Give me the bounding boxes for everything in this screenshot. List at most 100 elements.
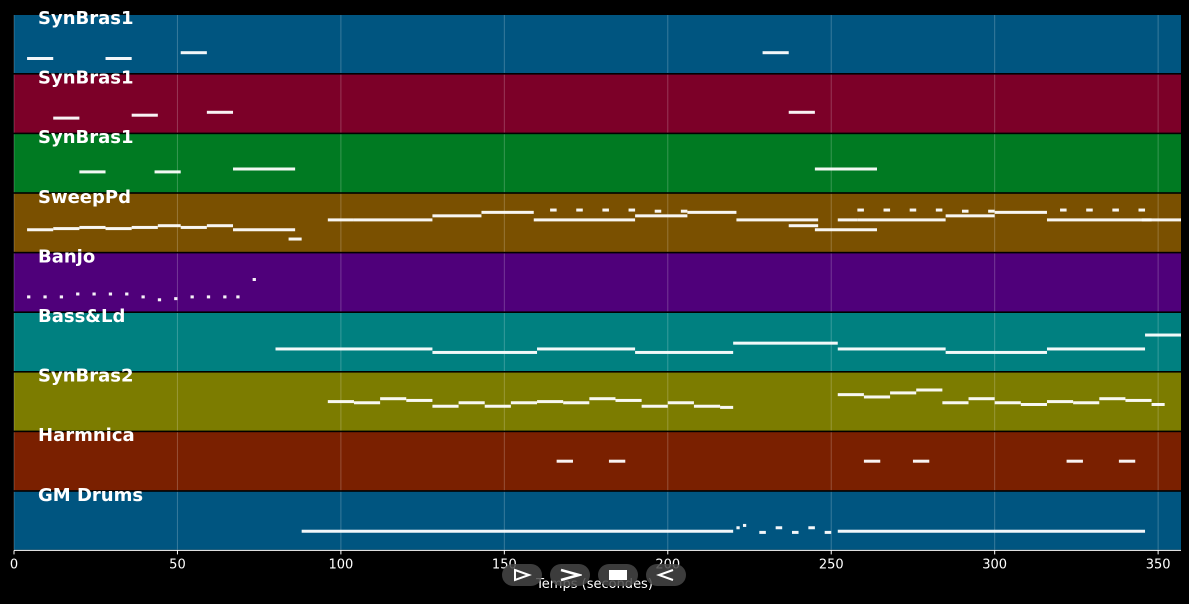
play-reverse-icon (656, 569, 674, 581)
note (1118, 459, 1136, 463)
note (105, 57, 132, 60)
note (79, 225, 106, 229)
note (916, 388, 943, 392)
note (288, 237, 302, 241)
note (788, 224, 819, 228)
note (942, 401, 969, 405)
note (641, 404, 668, 408)
note (909, 208, 917, 212)
note (814, 228, 877, 232)
note (1046, 400, 1074, 404)
note (792, 530, 799, 534)
note (602, 208, 609, 212)
track-label: SweepPd (38, 187, 131, 208)
note (223, 295, 227, 299)
note (890, 391, 917, 395)
track-lane (14, 134, 1181, 193)
note (994, 401, 1021, 405)
note (628, 208, 636, 212)
note (968, 397, 995, 401)
note (988, 209, 995, 213)
note (654, 209, 662, 213)
note (837, 393, 864, 397)
note (550, 208, 557, 212)
note (961, 209, 969, 213)
note (174, 297, 178, 301)
note (206, 295, 211, 299)
note (1073, 401, 1100, 405)
note (615, 398, 642, 402)
note (1112, 208, 1119, 212)
fast-forward-button[interactable] (550, 564, 590, 586)
note (406, 398, 433, 402)
note (76, 292, 80, 296)
note (693, 404, 721, 408)
note (327, 218, 354, 222)
track-label: SynBras1 (38, 127, 134, 148)
note (608, 459, 626, 463)
play-button[interactable] (502, 564, 542, 586)
note (105, 227, 132, 231)
note (1060, 208, 1067, 212)
track-lane (14, 313, 1181, 371)
note (808, 526, 815, 530)
note (736, 218, 819, 222)
x-tick-label: 0 (10, 557, 18, 572)
track-label: SynBras1 (38, 8, 134, 29)
note (432, 350, 538, 354)
note (837, 529, 1146, 533)
note (537, 400, 564, 404)
note (53, 227, 80, 231)
x-tick-label: 350 (1146, 557, 1171, 572)
note (775, 526, 783, 530)
track-label: Bass&Ld (38, 306, 125, 327)
track-lane (14, 74, 1181, 133)
track-label: GM Drums (38, 485, 143, 506)
note (327, 400, 354, 404)
x-tick-label: 100 (328, 557, 353, 572)
x-tick-label: 300 (982, 557, 1007, 572)
note (92, 292, 96, 296)
note (1020, 403, 1047, 406)
note (510, 401, 538, 405)
note (131, 225, 158, 229)
note (353, 218, 433, 222)
note (206, 110, 234, 114)
note (79, 170, 106, 174)
note (935, 208, 943, 212)
note (1099, 397, 1126, 401)
note (131, 113, 158, 117)
note (157, 298, 162, 302)
note (43, 295, 47, 299)
note (233, 167, 296, 171)
stop-button[interactable] (598, 564, 638, 586)
note (236, 295, 240, 299)
note (537, 347, 636, 351)
note (837, 218, 858, 222)
note (814, 167, 877, 171)
note (275, 347, 433, 351)
note (1141, 218, 1181, 222)
note (863, 395, 891, 399)
note (576, 208, 583, 212)
track-label: Banjo (38, 246, 95, 267)
track-lane (14, 15, 1181, 73)
note (481, 210, 534, 214)
note (762, 51, 789, 55)
track-lane (14, 193, 1181, 252)
chevron-right-icon (560, 568, 582, 582)
note (53, 116, 80, 120)
note (380, 397, 407, 401)
note (1151, 403, 1165, 406)
note (635, 214, 688, 218)
note (59, 295, 64, 299)
note (125, 292, 129, 296)
note (635, 350, 734, 354)
note (301, 529, 734, 533)
note (883, 208, 891, 212)
rewind-button[interactable] (646, 564, 686, 586)
note (589, 397, 616, 401)
note (141, 295, 145, 299)
note (206, 224, 234, 228)
